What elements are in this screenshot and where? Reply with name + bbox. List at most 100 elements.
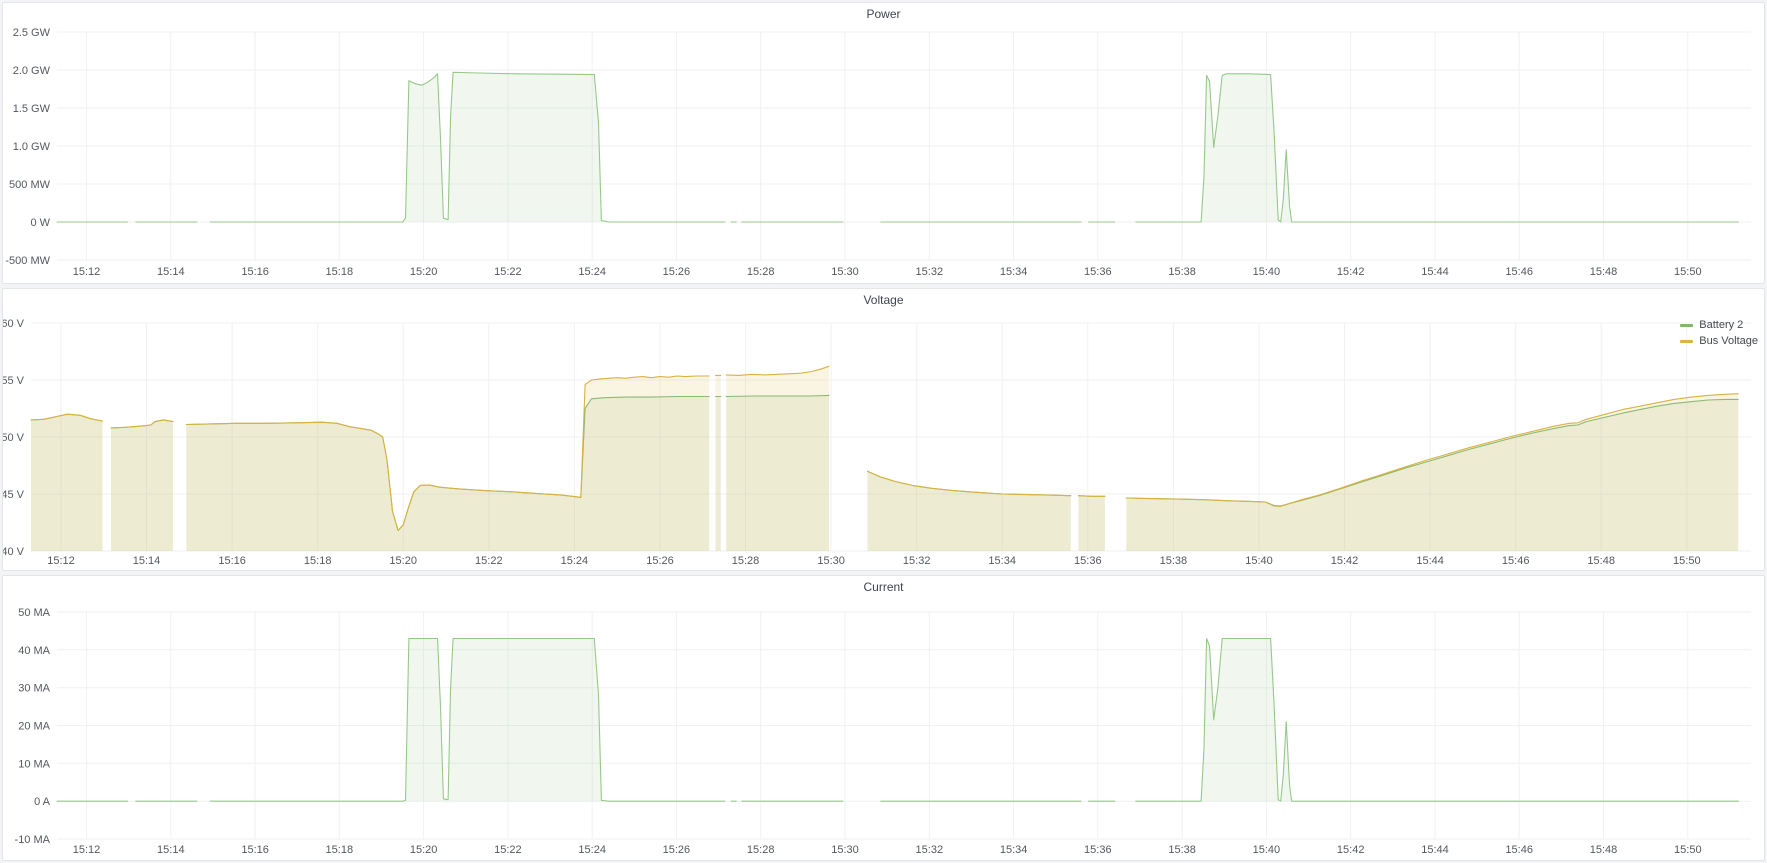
series-line — [1077, 495, 1106, 497]
battery-2-series-color-icon — [1680, 324, 1694, 327]
x-axis-tick-label: 15:18 — [326, 844, 354, 856]
x-axis-tick-label: 15:20 — [410, 844, 438, 856]
series-area-fill — [715, 375, 721, 551]
y-axis-tick-label: -500 MW — [5, 255, 50, 267]
x-axis-tick-label: 15:26 — [663, 266, 691, 278]
y-axis-tick-label: 45 V — [3, 489, 25, 501]
series-area-fill — [715, 396, 721, 551]
x-axis-tick-label: 15:36 — [1074, 555, 1102, 567]
x-axis-tick-label: 15:20 — [410, 266, 438, 278]
x-axis-tick-label: 15:12 — [73, 266, 101, 278]
voltage-legend: Battery 2 Bus Voltage — [1680, 319, 1758, 348]
x-axis-tick-label: 15:50 — [1674, 844, 1702, 856]
y-axis-tick-label: 40 V — [3, 546, 25, 558]
x-axis-tick-label: 15:30 — [817, 555, 845, 567]
x-axis-tick-label: 15:12 — [73, 844, 101, 856]
x-axis-tick-label: 15:22 — [494, 266, 522, 278]
series-line — [725, 365, 830, 376]
x-axis-tick-label: 15:32 — [903, 555, 931, 567]
panel-title-voltage[interactable]: Voltage — [863, 293, 904, 307]
x-axis-tick-label: 15:18 — [326, 266, 354, 278]
x-axis-tick-label: 15:38 — [1160, 555, 1188, 567]
series-area-fill — [1078, 495, 1105, 551]
series-area-fill — [210, 72, 725, 222]
series-line — [1135, 73, 1739, 223]
x-axis-tick-label: 15:46 — [1502, 555, 1530, 567]
series-area-fill — [726, 366, 829, 551]
series-line — [110, 419, 174, 429]
y-axis-tick-label: 0 W — [30, 217, 50, 229]
voltage-chart-plot-area[interactable]: 60 V 55 V 50 V 45 V 40 V 15:12 15:14 15:16 15:18… — [3, 289, 1764, 570]
series-area-fill — [186, 396, 710, 551]
series-area-fill — [31, 414, 103, 551]
y-axis-tick-label: 1.5 GW — [13, 103, 51, 115]
series-line — [1135, 637, 1739, 802]
x-axis-tick-label: 15:32 — [916, 844, 944, 856]
series-area-fill — [1126, 393, 1739, 551]
y-axis-tick-label: 30 MA — [18, 683, 50, 695]
x-axis-tick-label: 15:40 — [1253, 844, 1281, 856]
series-area-fill — [111, 419, 173, 551]
x-axis-tick-label: 15:12 — [47, 555, 75, 567]
x-axis-tick-label: 15:28 — [747, 266, 775, 278]
x-axis-tick-label: 15:48 — [1590, 844, 1618, 856]
panel-title-current[interactable]: Current — [863, 580, 904, 594]
power-chart-plot-area[interactable]: 2.5 GW 2.0 GW 1.5 GW 1.0 GW 500 MW 0 W -500 MW… — [3, 3, 1764, 283]
series-area-fill — [867, 471, 1071, 551]
x-axis-tick-label: 15:48 — [1587, 555, 1615, 567]
x-axis-tick-label: 15:34 — [1000, 266, 1028, 278]
x-axis-tick-label: 15:34 — [1000, 844, 1028, 856]
x-axis-tick-label: 15:14 — [133, 555, 161, 567]
x-axis-tick-label: 15:44 — [1421, 844, 1449, 856]
panel-voltage: Voltage 60 V 55 V 50 V 45 V 40 V 15:12 15:14 15… — [2, 288, 1765, 571]
x-axis-tick-label: 15:38 — [1168, 844, 1196, 856]
x-axis-tick-label: 15:50 — [1673, 555, 1701, 567]
y-axis-tick-label: 0 A — [34, 796, 51, 808]
x-axis-tick-label: 15:46 — [1505, 266, 1533, 278]
series-area-fill — [31, 414, 103, 551]
series-line — [30, 413, 104, 422]
y-axis-tick-label: 1.0 GW — [13, 141, 51, 153]
series-area-fill — [186, 376, 710, 551]
x-axis-tick-label: 15:24 — [561, 555, 589, 567]
x-axis-tick-label: 15:24 — [578, 844, 606, 856]
x-axis-tick-label: 15:14 — [157, 266, 185, 278]
y-axis-tick-label: 40 MA — [18, 645, 50, 657]
series-line — [725, 394, 830, 398]
x-axis-tick-label: 15:48 — [1590, 266, 1618, 278]
series-area-fill — [1126, 399, 1739, 551]
panel-power: Power 2.5 GW 2.0 GW 1.5 GW 1.0 GW 500 MW 0 W -… — [2, 2, 1765, 284]
x-axis-tick-label: 15:24 — [578, 266, 606, 278]
x-axis-tick-label: 15:28 — [732, 555, 760, 567]
legend-label-bus-voltage: Bus Voltage — [1699, 335, 1758, 347]
legend-label-battery-2: Battery 2 — [1699, 319, 1744, 331]
legend-item-bus-voltage[interactable]: Bus Voltage — [1680, 335, 1758, 348]
y-axis-tick-label: 10 MA — [18, 758, 50, 770]
x-axis-tick-label: 15:18 — [304, 555, 332, 567]
x-axis-tick-label: 15:16 — [241, 844, 269, 856]
series-area-fill — [867, 471, 1071, 551]
x-axis-tick-label: 15:42 — [1337, 844, 1365, 856]
series-line — [185, 375, 710, 532]
x-axis-tick-label: 15:28 — [747, 844, 775, 856]
series-line — [866, 470, 1072, 497]
x-axis-tick-label: 15:46 — [1505, 844, 1533, 856]
bus-voltage-series-color-icon — [1680, 340, 1694, 343]
x-axis-tick-label: 15:42 — [1337, 266, 1365, 278]
y-axis-tick-label: 500 MW — [9, 179, 51, 191]
x-axis-tick-label: 15:44 — [1421, 266, 1449, 278]
panel-title-power[interactable]: Power — [866, 7, 901, 21]
panel-current: Current 50 MA 40 MA 30 MA 20 MA 10 MA 0 A -10 … — [2, 575, 1765, 861]
current-chart-plot-area[interactable]: 50 MA 40 MA 30 MA 20 MA 10 MA 0 A -10 MA 15:12 1… — [3, 576, 1764, 860]
series-area-fill — [1135, 638, 1739, 802]
x-axis-tick-label: 15:34 — [988, 555, 1016, 567]
x-axis-tick-label: 15:26 — [646, 555, 674, 567]
series-line — [209, 637, 726, 802]
y-axis-tick-label: -10 MA — [15, 834, 51, 846]
x-axis-tick-label: 15:36 — [1084, 266, 1112, 278]
x-axis-tick-label: 15:32 — [916, 266, 944, 278]
legend-item-battery-2[interactable]: Battery 2 — [1680, 319, 1758, 332]
x-axis-tick-label: 15:26 — [663, 844, 691, 856]
y-axis-tick-label: 20 MA — [18, 721, 50, 733]
x-axis-tick-label: 15:22 — [475, 555, 503, 567]
